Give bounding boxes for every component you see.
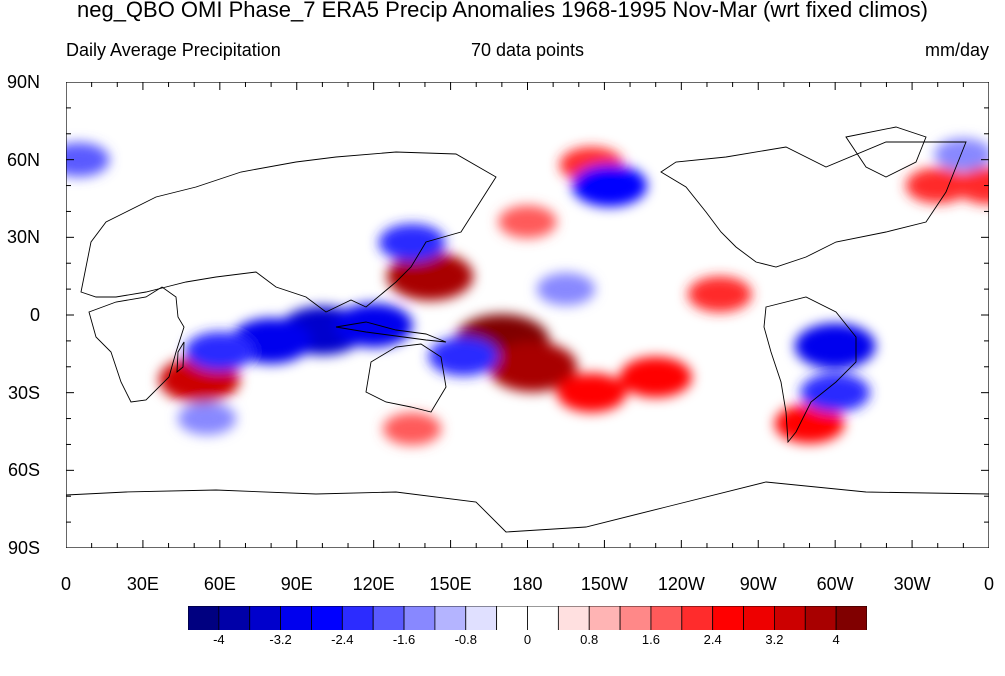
negative-anomaly: [66, 142, 110, 177]
colorbar-box: [249, 606, 281, 630]
colorbar-box: [280, 606, 312, 630]
colorbar-box: [218, 606, 251, 630]
colorbar-box: [372, 606, 405, 630]
longitude-label: 120E: [352, 574, 395, 594]
longitude-label: 0: [60, 574, 71, 594]
positive-anomaly: [386, 251, 474, 301]
colorbar-label: -3.2: [269, 632, 292, 647]
coastline-antarctica: [66, 481, 989, 533]
colorbar-box: [496, 606, 528, 630]
colorbar-box: [588, 606, 621, 630]
colorbar-label: 2.4: [703, 632, 722, 647]
colorbar-box: [743, 606, 775, 630]
colorbar-box: [341, 606, 374, 630]
colorbar-box: [403, 606, 436, 630]
longitude-label: 90W: [739, 574, 777, 594]
subtitle-left: Daily Average Precipitation: [66, 40, 281, 60]
colorbar-label: -0.8: [454, 632, 477, 647]
longitude-label: 150W: [580, 574, 628, 594]
coastline-south-america: [763, 296, 857, 444]
colorbar-box: [188, 606, 220, 630]
coastline-australia: [365, 343, 447, 413]
colorbar: [188, 606, 867, 630]
longitude-label: 120W: [657, 574, 705, 594]
coastline-north-america: [660, 141, 967, 268]
colorbar-label: 0.8: [580, 632, 599, 647]
longitude-label: 90E: [280, 574, 313, 594]
colorbar-box: [835, 606, 867, 630]
positive-anomaly: [556, 373, 627, 413]
longitude-label: 60E: [203, 574, 236, 594]
negative-anomaly: [428, 336, 499, 377]
coastline-eurasia: [80, 151, 497, 313]
negative-anomaly: [800, 373, 870, 413]
latitude-label: 60N: [6, 149, 40, 170]
negative-anomaly: [185, 331, 255, 371]
coastline-africa: [88, 286, 185, 403]
axis-ticks: [66, 82, 989, 548]
colorbar-box: [712, 606, 744, 630]
colorbar-label: 4: [832, 632, 840, 647]
positive-anomaly: [905, 167, 970, 204]
map-plot: [66, 82, 989, 548]
colorbar-box: [311, 606, 343, 630]
latitude-label: 90S: [7, 538, 40, 558]
longitude-label: 30W: [893, 574, 931, 594]
longitude-label: 60W: [816, 574, 854, 594]
colorbar-box: [465, 606, 498, 630]
negative-anomaly: [934, 138, 989, 171]
subtitle-right: mm/day: [924, 40, 989, 60]
positive-anomaly: [687, 276, 752, 313]
latitude-label: 0: [29, 305, 40, 325]
positive-anomaly: [955, 166, 989, 205]
colorbar-box: [774, 606, 806, 630]
map-background: [66, 82, 989, 548]
colorbar-box: [527, 606, 559, 630]
positive-anomaly: [774, 404, 845, 444]
colorbar-box: [650, 606, 683, 630]
colorbar-box: [619, 606, 652, 630]
negative-anomaly: [571, 164, 648, 207]
colorbar-label: 0: [523, 632, 532, 647]
coastlines: [66, 126, 989, 533]
subtitle-center: 70 data points: [470, 40, 585, 60]
latitude-label: 30N: [6, 227, 40, 248]
longitude-label: 0: [983, 574, 994, 594]
positive-anomaly: [619, 356, 692, 398]
coastline-indonesia: [335, 321, 447, 343]
colorbar-box: [804, 606, 837, 630]
latitude-label: 30S: [7, 382, 40, 403]
negative-anomaly: [794, 323, 876, 369]
negative-anomaly: [177, 402, 237, 435]
longitude-label: 30E: [126, 574, 159, 594]
anomaly-field: [66, 138, 989, 446]
longitude-label: 180: [512, 574, 543, 594]
latitude-label: 90N: [6, 72, 40, 92]
negative-anomaly: [334, 303, 413, 348]
colorbar-box: [434, 606, 467, 630]
colorbar-box: [681, 606, 714, 630]
positive-anomaly: [382, 412, 442, 446]
negative-anomaly: [378, 223, 446, 262]
latitude-label: 60S: [7, 460, 40, 481]
colorbar-label: 3.2: [765, 632, 784, 647]
colorbar-label: -2.4: [331, 632, 354, 647]
colorbar-label: -1.6: [392, 632, 416, 647]
chart-title: neg_QBO OMI Phase_7 ERA5 Precip Anomalie…: [76, 0, 929, 22]
coastline-greenland: [845, 126, 927, 178]
colorbar-label: 1.6: [641, 632, 660, 647]
colorbar-label: -4: [213, 632, 225, 647]
coastline-madagascar: [176, 341, 185, 374]
colorbar-box: [557, 606, 590, 630]
longitude-label: 150E: [429, 574, 472, 594]
positive-anomaly: [498, 205, 557, 239]
positive-anomaly: [488, 341, 578, 392]
negative-anomaly: [536, 272, 596, 306]
